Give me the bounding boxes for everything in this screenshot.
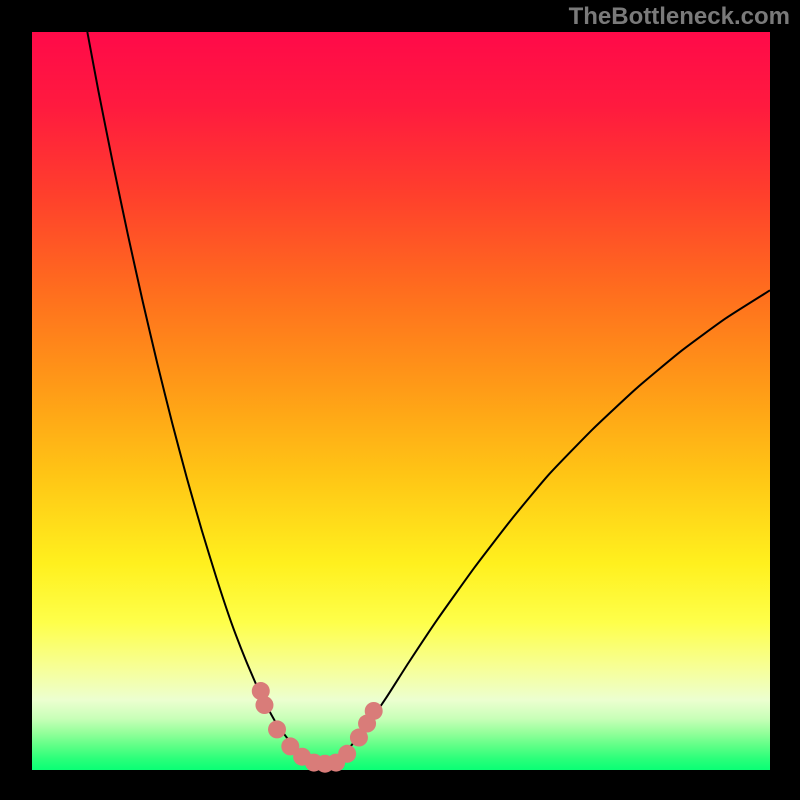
marker-dot xyxy=(365,702,383,720)
marker-dot xyxy=(338,745,356,763)
marker-dot xyxy=(255,696,273,714)
marker-dot xyxy=(268,720,286,738)
plot-background xyxy=(32,32,770,770)
bottleneck-chart: TheBottleneck.com xyxy=(0,0,800,800)
attribution-text: TheBottleneck.com xyxy=(569,3,790,30)
